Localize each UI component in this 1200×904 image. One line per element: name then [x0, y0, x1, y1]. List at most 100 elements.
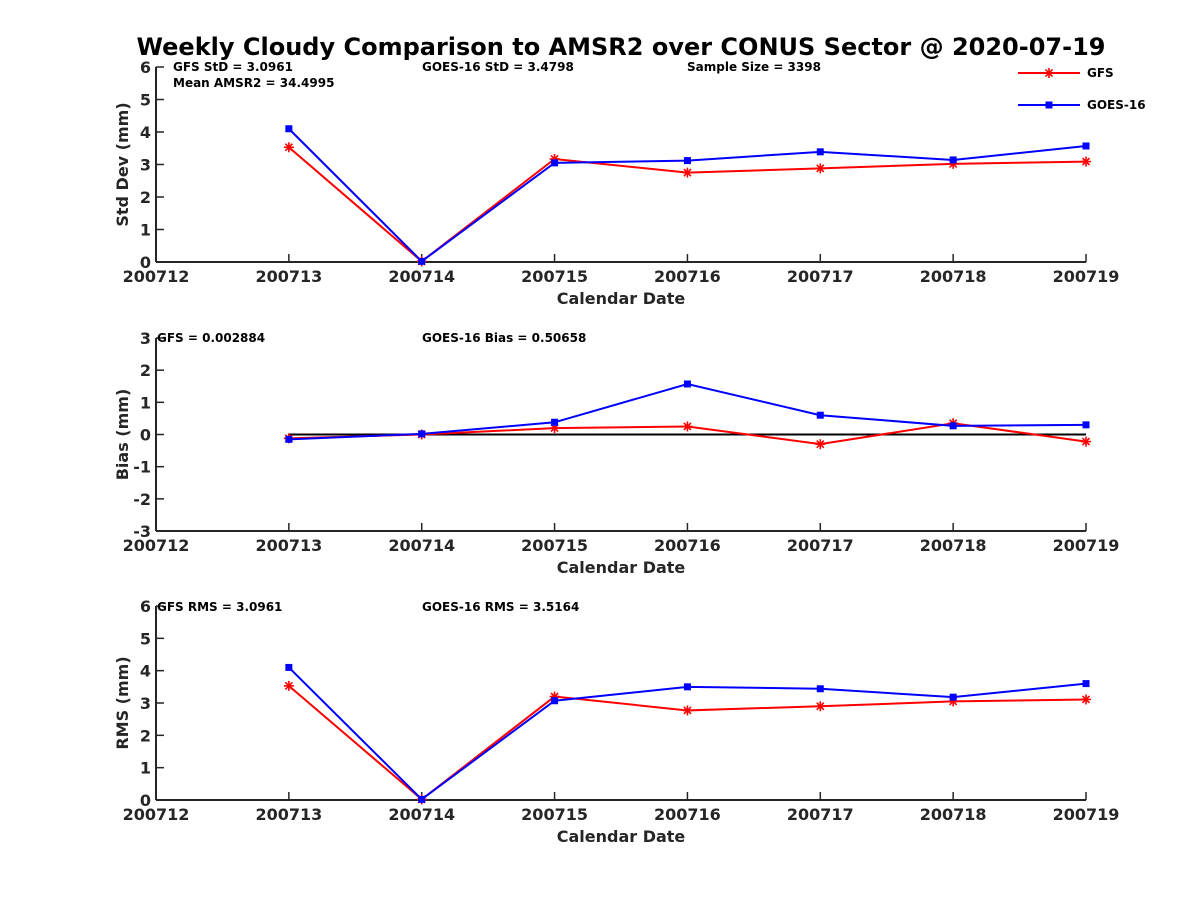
legend-goes16-label: GOES-16 [1087, 98, 1146, 112]
panel-std: 200712 200713 200714 200715 200716 200717 2007… [113, 58, 1119, 308]
data-point-goes16 [418, 795, 426, 803]
annotation: GOES-16 RMS = 3.5164 [422, 600, 579, 614]
x-tick-label: 200717 [787, 805, 854, 824]
x-tick-label: 200716 [654, 267, 721, 286]
y-tick-label: 5 [140, 91, 151, 110]
data-point-gfs [815, 163, 826, 174]
x-tick-label: 200714 [388, 536, 455, 555]
y-tick-label: 6 [140, 58, 151, 77]
data-point-goes16 [1082, 421, 1090, 429]
x-tick-label: 200713 [255, 805, 322, 824]
data-point-goes16 [816, 148, 824, 156]
x-tick-label: 200717 [787, 267, 854, 286]
y-tick-label: 1 [140, 221, 151, 240]
y-tick-label: 2 [140, 188, 151, 207]
data-point-goes16 [551, 418, 559, 426]
y-tick-label: -3 [133, 522, 151, 541]
data-point-gfs [1081, 156, 1091, 167]
x-axis-label: Calendar Date [557, 289, 686, 308]
data-point-gfs [283, 680, 294, 691]
y-tick-label: 2 [140, 361, 151, 380]
x-tick-label: 200713 [255, 267, 322, 286]
x-axis-label: Calendar Date [557, 827, 686, 846]
data-point-goes16 [285, 663, 293, 671]
y-tick-label: 1 [140, 759, 151, 778]
x-tick-label: 200712 [123, 805, 190, 824]
x-tick-label: 200718 [920, 805, 987, 824]
x-tick-label: 200717 [787, 536, 854, 555]
x-tick-label: 200719 [1053, 805, 1120, 824]
annotation: GOES-16 Bias = 0.50658 [422, 331, 586, 345]
data-point-goes16 [683, 380, 691, 388]
data-point-goes16 [683, 683, 691, 691]
y-tick-label: 3 [140, 156, 151, 175]
data-point-gfs [682, 421, 693, 432]
y-tick-label: 6 [140, 597, 151, 616]
annotation: GFS StD = 3.0961 [173, 60, 293, 74]
data-point-goes16 [551, 697, 559, 705]
data-point-goes16 [816, 411, 824, 419]
data-point-goes16 [1082, 142, 1090, 150]
x-tick-label: 200715 [521, 536, 588, 555]
annotation: GOES-16 StD = 3.4798 [422, 60, 574, 74]
x-tick-label: 200715 [521, 267, 588, 286]
y-tick-label: -1 [133, 458, 151, 477]
x-tick-label: 200716 [654, 805, 721, 824]
y-tick-label: 3 [140, 694, 151, 713]
x-tick-label: 200714 [388, 805, 455, 824]
legend-goes16-marker [1045, 101, 1053, 109]
data-point-goes16 [285, 435, 293, 443]
y-tick-label: 0 [140, 426, 151, 445]
data-point-goes16 [949, 156, 957, 164]
y-tick-label: 0 [140, 253, 151, 272]
x-tick-label: 200719 [1053, 267, 1120, 286]
panel-bias: 200712 200713 200714 200715 200716 200717 2007… [113, 329, 1119, 577]
data-point-gfs [1081, 694, 1091, 705]
series-line-gfs [288, 685, 1087, 801]
data-point-goes16 [949, 693, 957, 701]
data-point-gfs [1081, 436, 1091, 447]
data-point-goes16 [949, 422, 957, 430]
annotation: Mean AMSR2 = 34.4995 [173, 76, 334, 90]
x-tick-label: 200716 [654, 536, 721, 555]
panels: 200712 200713 200714 200715 200716 200717 2007… [113, 58, 1119, 846]
y-tick-label: -2 [133, 490, 151, 509]
data-point-goes16 [285, 125, 293, 133]
y-tick-label: 4 [140, 662, 151, 681]
y-tick-label: 5 [140, 629, 151, 648]
chart-title: Weekly Cloudy Comparison to AMSR2 over C… [137, 33, 1106, 61]
annotation: GFS RMS = 3.0961 [157, 600, 282, 614]
data-point-gfs [682, 705, 693, 716]
x-tick-label: 200714 [388, 267, 455, 286]
x-tick-label: 200715 [521, 805, 588, 824]
data-point-gfs [283, 142, 294, 153]
x-tick-label: 200712 [123, 536, 190, 555]
data-point-goes16 [418, 430, 426, 438]
data-point-goes16 [816, 685, 824, 693]
panel-rms: 200712 200713 200714 200715 200716 200717 2007… [113, 597, 1119, 846]
x-tick-label: 200712 [123, 267, 190, 286]
y-tick-label: 3 [140, 329, 151, 348]
x-tick-label: 200719 [1053, 536, 1120, 555]
data-point-goes16 [683, 157, 691, 165]
y-axis-label: Std Dev (mm) [113, 102, 132, 226]
x-axis-label: Calendar Date [557, 558, 686, 577]
y-tick-label: 0 [140, 791, 151, 810]
legend-gfs-label: GFS [1087, 66, 1114, 80]
y-axis-label: RMS (mm) [113, 656, 132, 749]
x-tick-label: 200718 [920, 267, 987, 286]
series-line-goes16 [288, 128, 1087, 263]
x-tick-label: 200718 [920, 536, 987, 555]
annotation: GFS = 0.002884 [157, 331, 265, 345]
data-point-goes16 [551, 159, 559, 167]
y-tick-label: 1 [140, 393, 151, 412]
data-point-goes16 [1082, 680, 1090, 688]
legend: GFS GOES-16 [1018, 66, 1146, 112]
data-point-goes16 [418, 257, 426, 265]
data-point-gfs [682, 167, 693, 178]
annotation: Sample Size = 3398 [687, 60, 821, 74]
data-point-gfs [815, 439, 826, 450]
data-point-gfs [815, 701, 826, 712]
